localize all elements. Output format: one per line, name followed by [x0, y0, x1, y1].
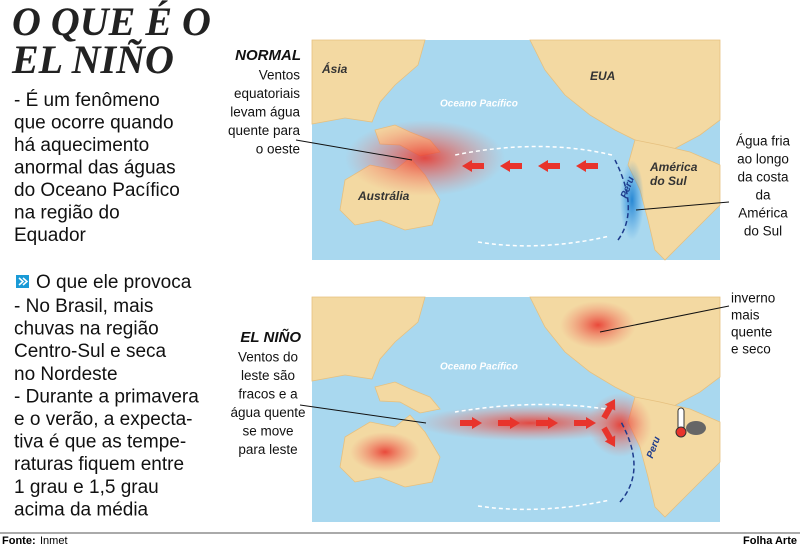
title: O QUE É O [12, 0, 211, 44]
place-label: EUA [590, 69, 615, 83]
warm-water [588, 393, 652, 457]
cold-water [620, 160, 644, 240]
warm-land [350, 432, 420, 472]
effects-text: Centro-Sul e seca [14, 341, 167, 362]
credit: Folha Arte [743, 535, 797, 547]
effects-text: tiva é que as tempe- [14, 432, 186, 453]
current [614, 159, 629, 241]
ocean-label: Oceano Pacífico [440, 99, 518, 110]
annotation: se move [242, 424, 293, 439]
annotation: do Sul [744, 224, 782, 239]
source: Inmet [40, 535, 68, 547]
annotation: inverno [731, 291, 775, 306]
source-label: Fonte: [2, 535, 36, 547]
warm-land [560, 301, 636, 349]
effects-text: e o verão, a expecta- [14, 409, 193, 430]
annotation: equatoriais [234, 86, 300, 101]
annotation: ao longo [737, 152, 789, 167]
effects-text: - Durante a primavera [14, 386, 199, 407]
annotation: mais [731, 308, 760, 323]
effects-text: chuvas na região [14, 319, 159, 340]
wind-loop [454, 145, 613, 156]
warm-water [415, 405, 645, 441]
annotation: Ventos [259, 68, 301, 83]
intro-text: anormal das águas [14, 158, 176, 179]
leader-line [599, 305, 730, 333]
annotation: levam água [230, 105, 300, 120]
annotation: da costa [737, 170, 789, 185]
intro-text: - É um fenômeno [14, 90, 160, 111]
effects-text: acima da média [14, 499, 149, 520]
annotation: quente [731, 325, 772, 340]
effects-text: no Nordeste [14, 364, 118, 385]
leader-line [635, 201, 730, 211]
map-label: NORMAL [235, 47, 301, 64]
normal-map [295, 39, 730, 261]
annotation: leste são [241, 368, 295, 383]
effects-text: raturas fiquem entre [14, 454, 184, 475]
place-label: Ásia [321, 61, 348, 76]
warm-water [345, 120, 505, 196]
wind-loop [477, 235, 611, 247]
wind-loop [454, 403, 613, 413]
annotation: para leste [238, 442, 297, 457]
annotation: da [755, 188, 771, 203]
intro-text: na região do [14, 203, 120, 224]
annotation: Água fria [736, 134, 791, 149]
map-label: EL NIÑO [240, 328, 301, 346]
section-heading: O que ele provoca [36, 272, 192, 293]
effects-text: - No Brasil, mais [14, 296, 153, 317]
weather-icon [675, 407, 706, 438]
annotation: fracos e a [238, 387, 298, 402]
intro-text: Equador [14, 225, 87, 246]
intro-text: há aquecimento [14, 135, 149, 156]
leader-line [299, 404, 427, 424]
annotation: América [738, 206, 788, 221]
place-label: América [649, 160, 698, 174]
leader-line [295, 139, 413, 161]
annotation: água quente [230, 405, 305, 420]
section-icon [18, 277, 29, 286]
ocean-label: Oceano Pacífico [440, 362, 518, 373]
effects-text: 1 grau e 1,5 grau [14, 477, 159, 498]
title: EL NIÑO [11, 37, 174, 82]
annotation: Ventos do [238, 350, 298, 365]
current [619, 419, 635, 503]
annotation: quente para [228, 123, 301, 138]
annotation: e seco [731, 342, 771, 357]
place-label: do Sul [650, 174, 687, 188]
elnino-map [299, 296, 730, 522]
intro-text: que ocorre quando [14, 113, 174, 134]
annotation: o oeste [256, 142, 300, 157]
place-label: Austrália [357, 189, 410, 203]
intro-text: do Oceano Pacífico [14, 180, 180, 201]
wind-loop [477, 499, 611, 511]
